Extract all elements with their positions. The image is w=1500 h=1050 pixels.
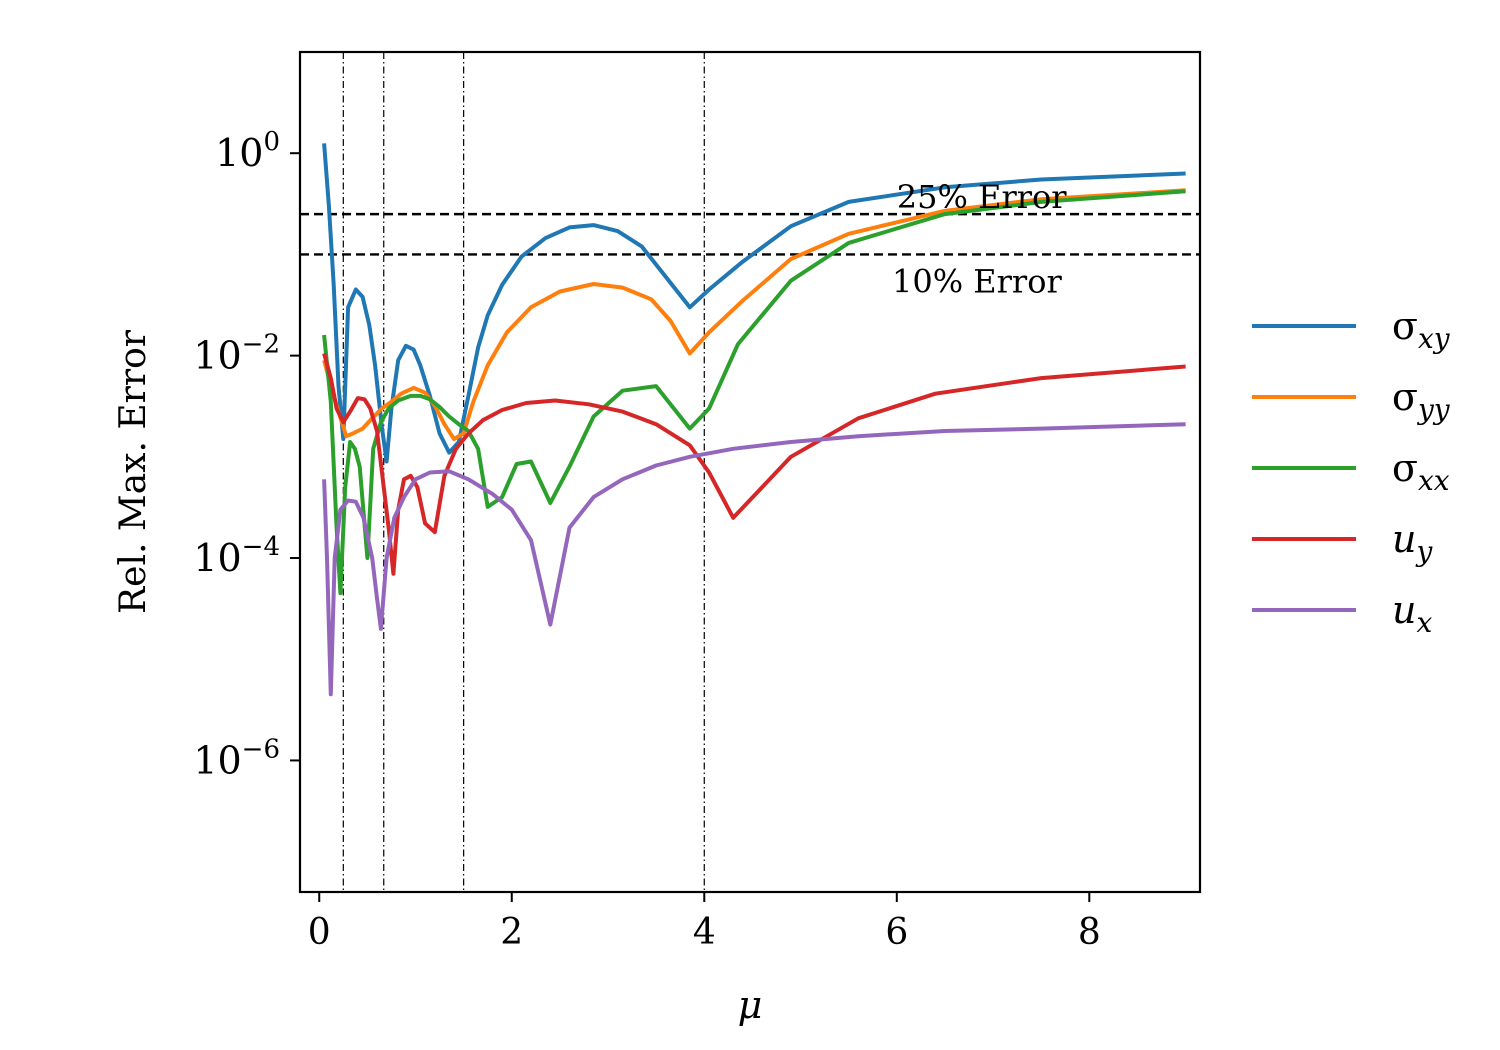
y-tick-label: 100	[215, 127, 280, 175]
series-line-σ-yy	[322, 188, 1186, 441]
y-tick-label: 10−2	[193, 330, 280, 378]
x-tick-label: 2	[500, 912, 523, 953]
legend-label: σxx	[1392, 446, 1450, 497]
legend-label: σyy	[1392, 375, 1451, 426]
y-tick-label: 10−4	[193, 532, 280, 580]
threshold-label: 25% Error	[897, 178, 1068, 216]
series-line-u-x	[322, 422, 1186, 697]
threshold-label: 10% Error	[892, 262, 1063, 300]
series-layer	[322, 143, 1186, 697]
series-line-σ-xy	[322, 143, 1186, 464]
series-line-u-y	[322, 352, 1186, 576]
legend-label: σxy	[1392, 304, 1451, 355]
legend-label: uy	[1392, 517, 1433, 568]
x-tick-label: 6	[885, 912, 908, 953]
x-tick-label: 0	[308, 912, 331, 953]
y-axis-label: Rel. Max. Error	[113, 329, 154, 614]
x-axis-label: μ	[738, 983, 763, 1027]
ticks-layer: 0 2 4 6 8 100 10−2 10−4 10−6	[193, 127, 1100, 953]
x-tick-label: 8	[1078, 912, 1101, 953]
annotations: 25% Error 10% Error	[892, 178, 1067, 300]
y-tick-label: 10−6	[193, 734, 280, 782]
plot-frame	[298, 50, 1202, 894]
x-tick-label: 4	[693, 912, 716, 953]
legend: σxy σyy σxx uy ux	[1252, 304, 1451, 639]
legend-label: ux	[1392, 588, 1432, 639]
series-line-σ-xx	[322, 189, 1186, 596]
